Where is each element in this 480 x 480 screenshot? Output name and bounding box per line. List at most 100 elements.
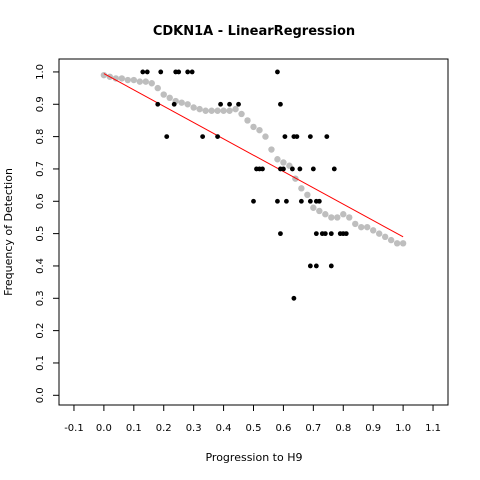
plot-frame	[58, 58, 449, 406]
y-tick-label-1: 0.1	[35, 355, 46, 371]
y-axis: 0.0 0.1 0.2 0.3 0.4 0.5 0.6 0.7 0.8 0.9 1.0	[35, 64, 59, 403]
smoothed-point-22	[232, 105, 239, 113]
x-tick-label-9: 0.8	[335, 423, 351, 434]
y-tick-label-9: 0.9	[35, 96, 46, 112]
data-point-33	[298, 198, 304, 204]
smoothed-point-15	[190, 104, 197, 111]
data-point-14	[236, 101, 241, 107]
smoothed-point-25	[250, 123, 257, 131]
smoothed-point-6	[136, 78, 143, 85]
y-tick-label-7: 0.7	[35, 161, 46, 177]
data-point-47	[313, 263, 319, 269]
data-point-31	[284, 198, 289, 204]
x-tick-label-11: 1.0	[395, 423, 411, 434]
smoothed-point-14	[184, 101, 191, 108]
data-point-46	[307, 263, 313, 269]
y-tick-label-6: 0.6	[35, 193, 46, 209]
smoothed-point-50	[399, 240, 407, 247]
data-point-0	[140, 69, 146, 75]
data-point-10	[200, 134, 206, 140]
x-tick-label-5: 0.4	[216, 423, 232, 434]
data-point-32	[290, 166, 295, 172]
smoothed-point-5	[130, 76, 138, 84]
x-tick-label-8: 0.7	[305, 423, 321, 434]
smoothed-point-8	[148, 80, 155, 87]
chart-title: CDKN1A - LinearRegression	[153, 24, 355, 39]
data-point-26	[251, 198, 256, 204]
x-tick-label-1: 0.0	[96, 423, 112, 434]
smoothed-point-7	[142, 78, 149, 85]
data-point-23	[324, 134, 330, 140]
data-points	[140, 69, 349, 301]
data-point-49	[291, 295, 297, 301]
smoothed-point-35	[310, 204, 317, 211]
smoothed-point-24	[244, 117, 251, 124]
smoothed-point-11	[166, 94, 173, 102]
smoothed-point-10	[160, 91, 167, 98]
data-point-25	[275, 198, 280, 204]
data-point-21	[297, 166, 303, 172]
smoothed-point-46	[375, 230, 383, 237]
smoothed-point-34	[304, 191, 311, 199]
data-point-38	[278, 231, 283, 237]
data-point-6	[176, 69, 182, 75]
y-tick-label-2: 0.2	[35, 323, 46, 339]
x-tick-label-12: 1.1	[425, 423, 441, 434]
y-tick-label-3: 0.3	[35, 290, 46, 306]
smoothed-point-44	[364, 223, 371, 231]
data-point-12	[218, 101, 223, 107]
data-point-1	[144, 69, 150, 75]
smoothed-point-9	[154, 84, 161, 92]
smoothed-point-37	[322, 211, 329, 218]
data-point-41	[322, 231, 328, 237]
smoothed-point-30	[280, 159, 287, 166]
smoothed-point-48	[387, 236, 395, 244]
x-tick-label-7: 0.6	[275, 423, 291, 434]
data-point-15	[275, 69, 280, 75]
x-axis-label: Progression to H9	[205, 451, 302, 464]
smoothed-point-45	[369, 227, 377, 234]
smoothed-point-42	[352, 220, 359, 228]
smoothed-point-19	[214, 107, 221, 114]
smoothed-point-39	[334, 214, 341, 221]
data-point-8	[189, 69, 195, 75]
data-point-29	[260, 166, 265, 172]
data-point-11	[215, 134, 220, 140]
data-point-35	[310, 166, 316, 172]
y-tick-label-8: 0.8	[35, 129, 46, 145]
smoothed-point-43	[358, 223, 365, 231]
regression-segment	[103, 73, 404, 238]
smoothed-point-18	[208, 107, 215, 114]
smoothed-series	[100, 71, 407, 247]
y-axis-label: Frequency of Detection	[2, 168, 15, 296]
x-tick-label-4: 0.3	[186, 423, 202, 434]
smoothed-point-2	[112, 75, 120, 82]
smoothed-point-23	[238, 110, 245, 118]
smoothed-point-13	[178, 99, 185, 106]
data-point-39	[313, 231, 319, 237]
smoothed-point-38	[328, 214, 335, 221]
x-tick-label-10: 0.9	[365, 423, 381, 434]
data-point-7	[185, 69, 191, 75]
data-point-30	[278, 166, 283, 172]
smoothed-point-49	[393, 240, 401, 247]
smoothed-point-28	[268, 146, 275, 153]
y-tick-label-0: 0.0	[35, 387, 46, 403]
smoothed-point-47	[381, 233, 389, 241]
smoothed-point-26	[256, 126, 263, 134]
smoothed-point-3	[118, 75, 126, 82]
data-point-3	[155, 101, 161, 107]
data-point-48	[328, 263, 334, 269]
smoothed-point-17	[202, 107, 209, 114]
x-axis: -0.1 0.0 0.1 0.2 0.3 0.4 0.5 0.6 0.7 0.8 0.9 1.0 1.1	[64, 405, 441, 434]
smoothed-point-33	[298, 185, 305, 192]
data-point-42	[328, 231, 334, 237]
data-point-9	[164, 134, 170, 140]
data-point-20	[294, 134, 300, 140]
data-point-4	[171, 101, 177, 107]
smoothed-point-41	[346, 214, 353, 221]
data-point-16	[278, 101, 283, 107]
x-tick-label-3: 0.2	[156, 423, 172, 434]
smoothed-point-40	[340, 211, 347, 218]
